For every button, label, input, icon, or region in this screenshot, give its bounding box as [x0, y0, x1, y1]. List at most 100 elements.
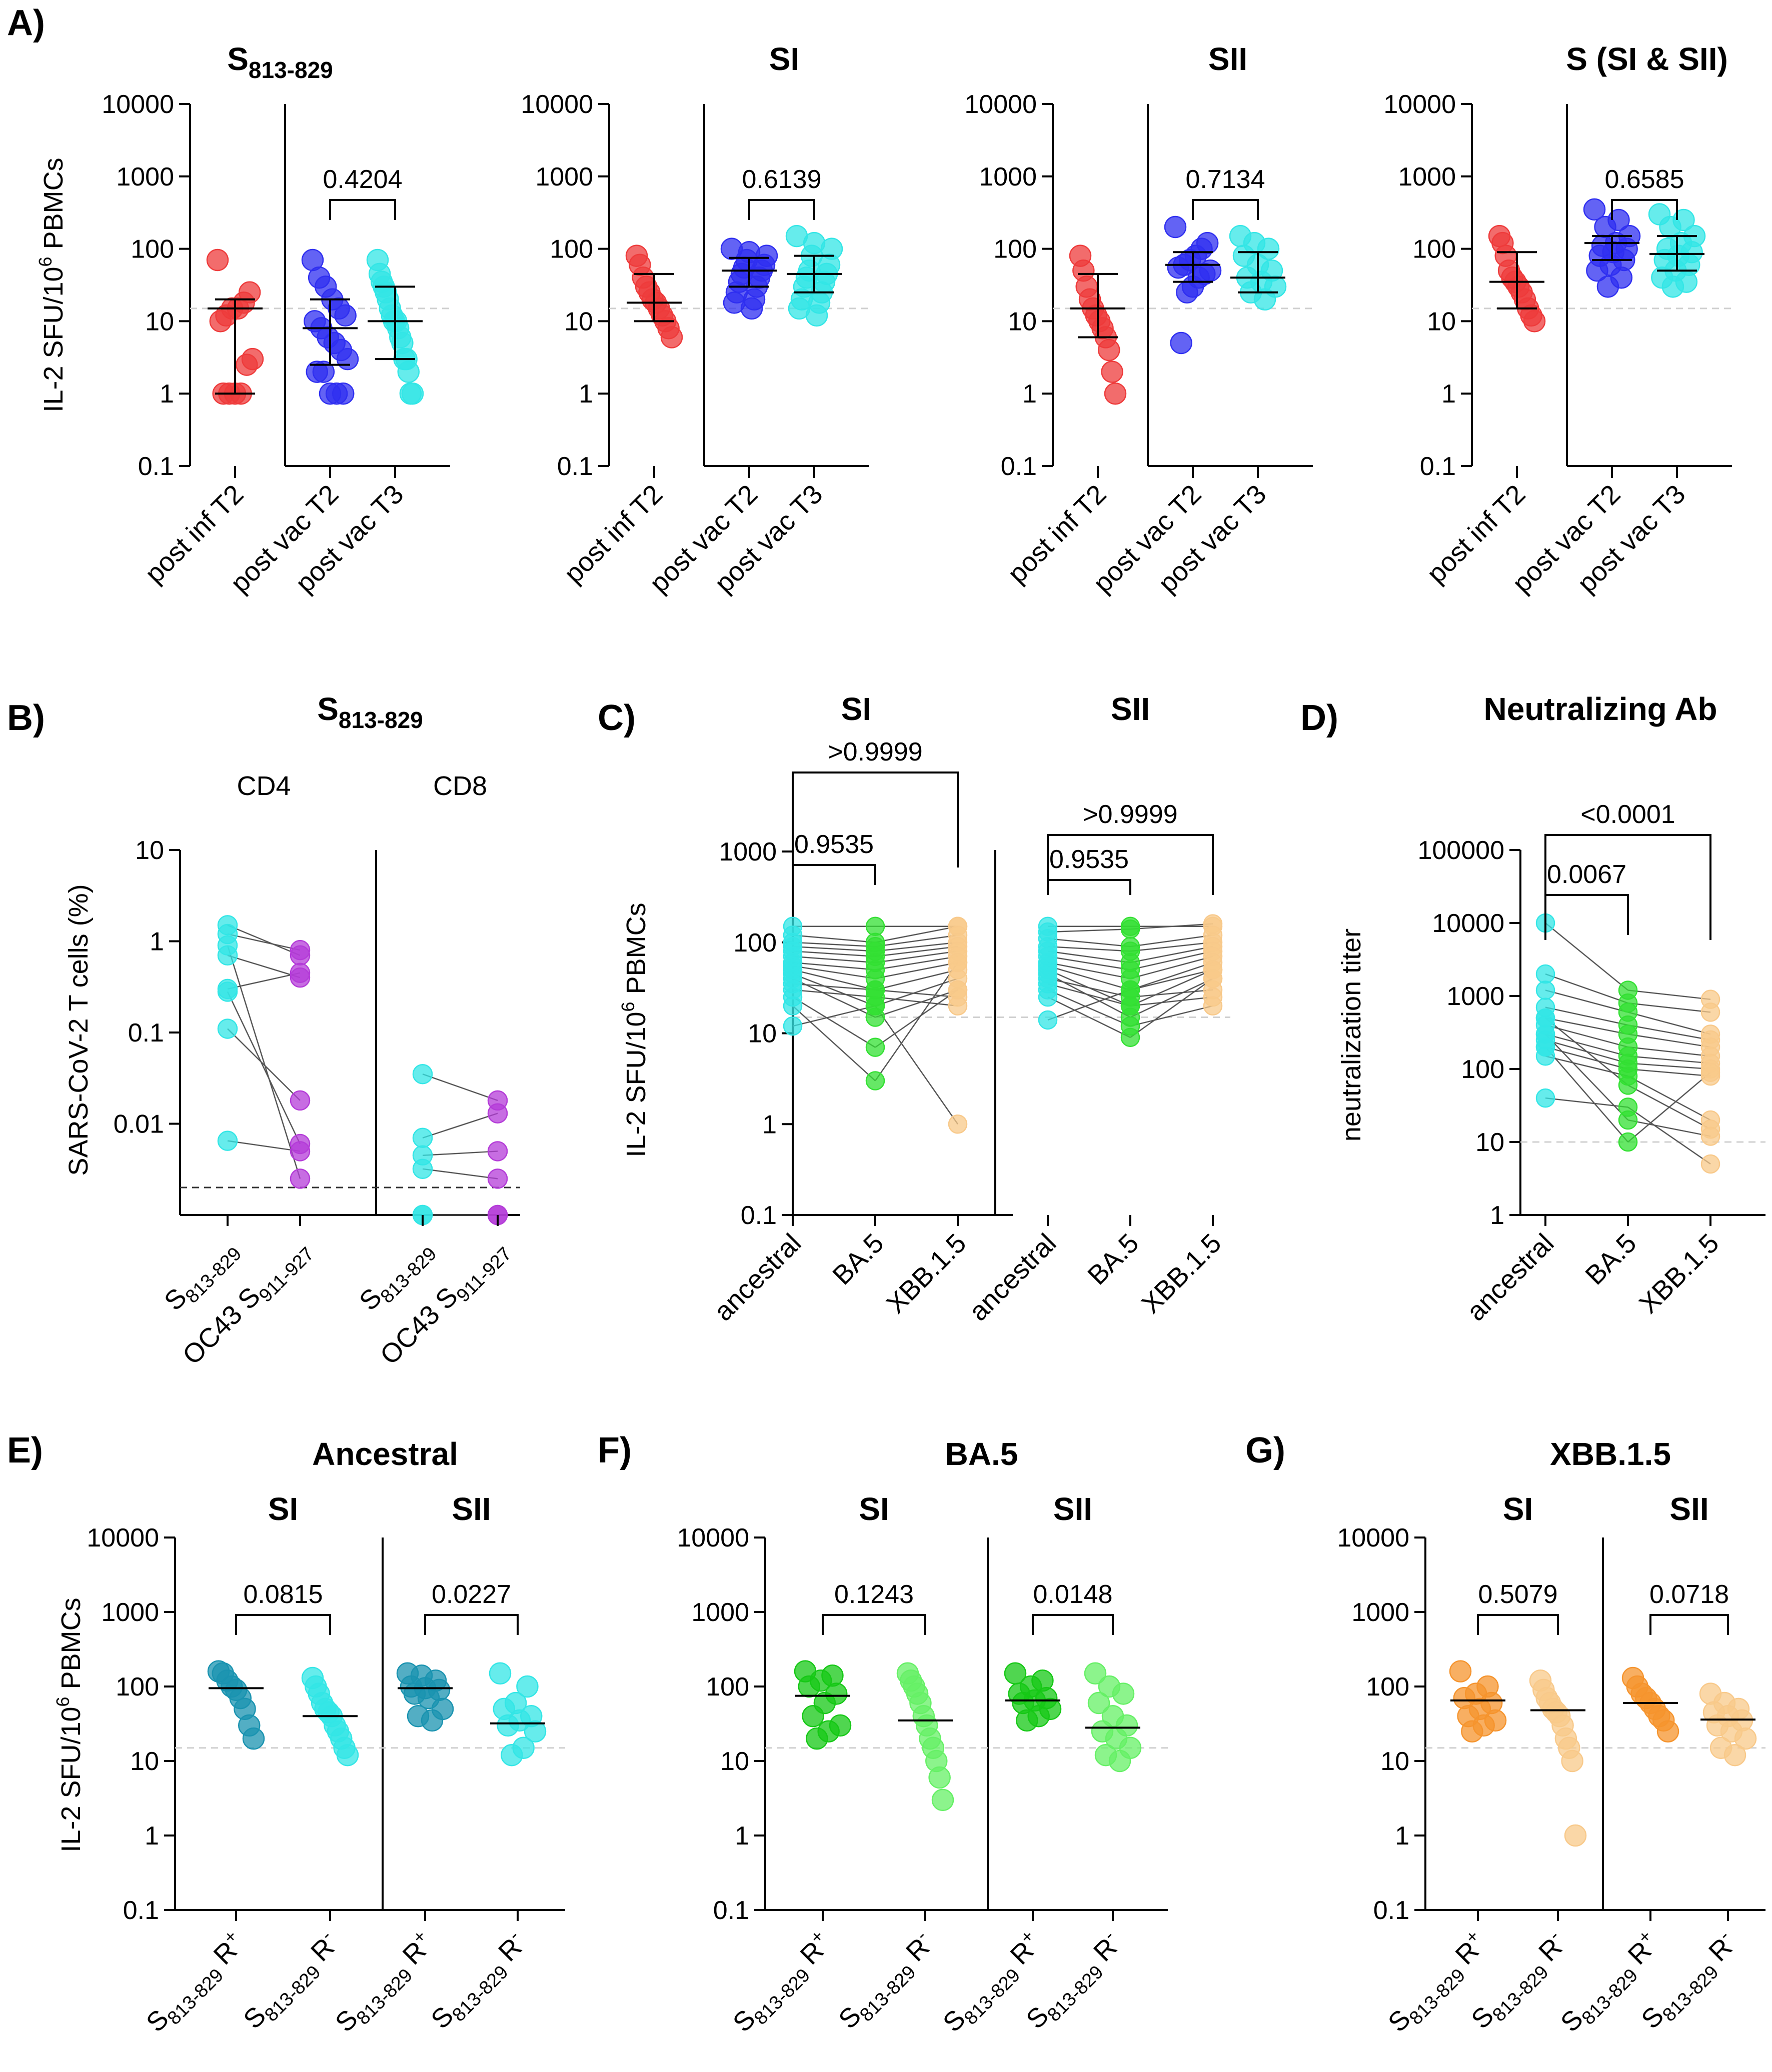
panel-title: SI [841, 691, 871, 727]
pair-line [875, 989, 958, 998]
pair-line [1130, 978, 1213, 1038]
y-tick-label: 1000 [691, 1598, 749, 1627]
pair-line [422, 1112, 498, 1138]
pair-line [792, 962, 876, 970]
x-tick-label: XBB.1.5 [1633, 1228, 1725, 1320]
pair-line [1130, 969, 1213, 1006]
pair-line [1545, 1006, 1628, 1026]
y-tick-label: 0.1 [123, 1896, 159, 1925]
pair-line [1545, 1017, 1628, 1035]
p-value-label: <0.0001 [1580, 800, 1675, 829]
pair-line [1627, 1056, 1711, 1064]
significance-bracket [822, 1614, 926, 1635]
panel-title: S813-829 [317, 691, 423, 733]
y-tick-label: 10 [1008, 307, 1037, 336]
data-point [1734, 1727, 1757, 1750]
y-tick-label: 100 [1412, 235, 1456, 264]
y-axis-title-part: PBMCs [39, 158, 69, 256]
data-point [290, 1141, 311, 1162]
panel-title: SII [1208, 41, 1247, 77]
x-tick-label: S813-829 R+ [330, 1926, 432, 2038]
pair-line [792, 942, 876, 948]
pair-line [1130, 989, 1213, 998]
data-point [1253, 288, 1276, 311]
data-point [332, 382, 355, 405]
data-point [1112, 1682, 1135, 1705]
pair-line [1130, 942, 1213, 952]
y-tick-label: 1 [1490, 1201, 1504, 1230]
title-part: S [227, 41, 249, 77]
x-tick-label: XBB.1.5 [881, 1228, 972, 1320]
y-tick-label: 10 [1380, 1747, 1409, 1776]
p-value-label: 0.1243 [834, 1580, 914, 1609]
y-tick-label: 10 [1427, 307, 1456, 336]
pair-line [1545, 1097, 1628, 1108]
data-point [1535, 1037, 1555, 1057]
x-tick-label-text: S813-829 R- [235, 1926, 348, 2038]
label-sub: 813-829 [164, 1965, 228, 2029]
pair-line [422, 1150, 498, 1156]
x-tick-label-text: BA.5 [1082, 1228, 1144, 1290]
x-tick-label: S813-829 R- [833, 1926, 935, 2034]
p-value-label: 0.6585 [1604, 165, 1684, 194]
data-point [217, 935, 238, 956]
data-point [290, 1168, 311, 1189]
pair-line [227, 1140, 301, 1152]
y-tick-label: 100 [1461, 1055, 1504, 1084]
pair-line [1130, 946, 1213, 964]
data-point [516, 1675, 539, 1698]
pair-line [875, 996, 958, 1007]
significance-bracket [1649, 1614, 1729, 1635]
panel-label: B) [7, 698, 45, 738]
y-tick-label: 1 [150, 928, 164, 956]
panel-title: Neutralizing Ab [1484, 691, 1717, 727]
p-value-label: >0.9999 [828, 738, 922, 766]
x-tick-label-text: XBB.1.5 [881, 1228, 972, 1320]
data-point [948, 1114, 968, 1134]
pair-line [1047, 996, 1131, 1038]
pair-line [227, 991, 301, 1144]
y-axis-title-text: IL-2 SFU/106 PBMCs [35, 158, 69, 412]
pair-line [1627, 1072, 1711, 1142]
significance-bracket [1192, 199, 1259, 220]
pair-line [1130, 934, 1213, 948]
p-value-label: 0.0227 [432, 1580, 511, 1609]
pair-line [792, 1005, 876, 1027]
panel-title: BA.5 [945, 1436, 1018, 1472]
panel-subtitle: SII [1669, 1491, 1708, 1527]
data-point [1104, 382, 1127, 405]
x-tick-label: ancestral [1461, 1228, 1559, 1326]
x-tick-label-text: XBB.1.5 [1633, 1228, 1725, 1320]
data-point [217, 1130, 238, 1151]
group-label: CD4 [237, 771, 291, 801]
data-point [783, 996, 803, 1016]
pair-line [874, 1006, 959, 1124]
y-axis-title: IL-2 SFU/106 PBMCs [53, 1598, 86, 1852]
pair-line [1627, 1012, 1711, 1035]
label-sub: 813-829 [750, 1965, 814, 2029]
data-point [1700, 1126, 1720, 1146]
title-sub: 813-829 [339, 707, 423, 733]
y-tick-label: 1 [1022, 380, 1037, 408]
panel-title: S (SI & SII) [1566, 41, 1728, 77]
label-sub: 813-829 [856, 1962, 920, 2026]
pair-line [875, 926, 958, 943]
x-tick-label-text: ancestral [708, 1228, 807, 1326]
x-tick-label: S813-829 R- [425, 1926, 528, 2034]
pair-line [1130, 950, 1213, 970]
pair-line [1627, 1106, 1711, 1164]
y-tick-label: 0.1 [713, 1896, 749, 1925]
data-point [1659, 216, 1681, 238]
p-value-label: 0.0815 [243, 1580, 323, 1609]
data-point [1618, 1132, 1638, 1152]
data-point [1535, 980, 1555, 1000]
data-point [1257, 238, 1280, 260]
pair-line [1047, 989, 1131, 1027]
panel-title: S813-829 [227, 41, 333, 83]
data-point [798, 1675, 821, 1698]
x-tick-label: ancestral [963, 1228, 1062, 1326]
p-value-label: 0.0718 [1649, 1580, 1729, 1609]
pair-line [875, 969, 958, 990]
x-tick-label-text: ancestral [963, 1228, 1062, 1326]
data-point [865, 1071, 885, 1090]
